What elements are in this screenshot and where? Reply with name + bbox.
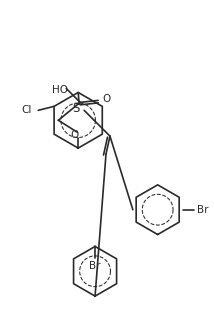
Text: Cl: Cl (21, 105, 31, 115)
Text: O: O (70, 130, 78, 140)
Text: O: O (102, 94, 110, 104)
Text: S: S (73, 102, 80, 115)
Text: Br: Br (89, 261, 101, 271)
Text: HO: HO (52, 85, 68, 95)
Text: Br: Br (197, 205, 209, 215)
